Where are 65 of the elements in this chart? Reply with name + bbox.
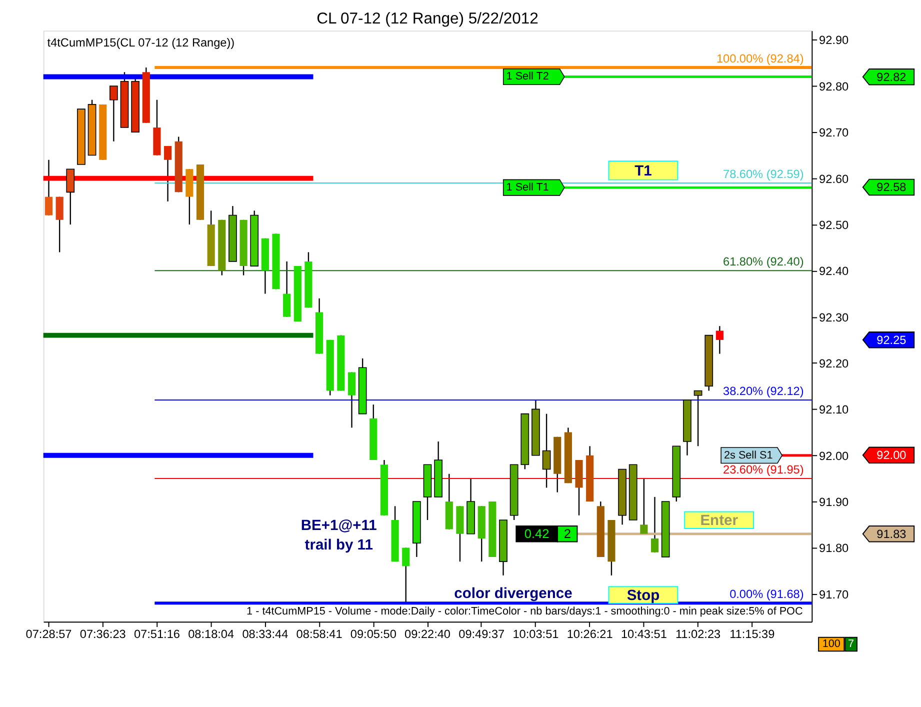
x-tick-label: 08:18:04 [188, 626, 234, 641]
ref-line-label: 1 Sell T2 [506, 70, 549, 83]
y-tick-label: 91.90 [819, 494, 850, 509]
y-tick-label: 92.00 [819, 448, 850, 463]
y-tick-label: 92.80 [819, 79, 850, 94]
ref-line-label: 2s Sell S1 [724, 449, 773, 462]
text: 92.00 [876, 448, 907, 462]
ref-line-label: 38.20% (92.12) [723, 384, 804, 398]
candlestick [283, 260, 291, 318]
candlestick [56, 196, 64, 253]
y-tick-label: 92.40 [819, 264, 850, 278]
y-tick-label: 92.70 [819, 126, 850, 140]
x-tick-label: 11:02:23 [675, 626, 722, 641]
candlestick [402, 547, 410, 604]
annotation: 2 [564, 526, 571, 541]
x-tick-label: 09:05:50 [350, 626, 397, 641]
ref-line-label: 0.00% (91.68) [730, 587, 804, 602]
annotation: trail by 11 [304, 538, 373, 554]
ref-line-label: 61.80% (92.40) [723, 254, 804, 269]
candlestick [66, 168, 75, 226]
text: 91.83 [876, 526, 907, 541]
annotation: 1 - t4tCumMP15 - Volume - mode:Daily - color:TimeColor - nb bars/days:1 - smoothing:0 - min peak size:5% of POC [246, 606, 803, 618]
y-tick-label: 92.90 [819, 33, 850, 48]
annotation: t4tCumMP15(CL 07-12 (12 Range)) [47, 35, 235, 50]
ref-line-label: 100.00% (92.84) [716, 52, 804, 66]
annotation: T1 [634, 163, 652, 180]
annotation: BE+1@+11 [300, 518, 377, 534]
ref-line-label: 23.60% (91.95) [723, 462, 804, 477]
y-tick-label: 92.10 [819, 402, 850, 417]
x-tick-label: 07:28:57 [26, 626, 72, 641]
x-tick-label: 09:22:40 [404, 626, 451, 641]
candlestick [164, 145, 172, 202]
y-tick-label: 91.70 [819, 587, 850, 602]
x-tick-label: 11:15:39 [730, 626, 776, 641]
x-tick-label: 07:36:23 [80, 626, 126, 641]
candlestick [348, 372, 356, 428]
y-tick-label: 92.30 [819, 310, 850, 324]
text: 92.82 [876, 70, 906, 84]
candlestick [110, 85, 118, 142]
ref-line-label: 78.60% (92.59) [723, 167, 804, 182]
y-tick-label: 92.20 [819, 356, 850, 370]
text: 92.25 [876, 332, 907, 347]
candlestick [44, 159, 53, 216]
annotation: Enter [700, 513, 738, 530]
candlestick [650, 496, 659, 553]
x-tick-label: 10:43:51 [620, 626, 667, 641]
x-tick-label: 07:51:16 [134, 626, 180, 641]
chart-title: CL 07-12 (12 Range) 5/22/2012 [316, 10, 538, 28]
x-tick-label: 09:49:37 [458, 626, 505, 641]
y-tick-label: 92.50 [819, 218, 850, 232]
x-tick-label: 08:33:44 [242, 626, 289, 641]
candlestick [716, 325, 724, 354]
x-tick-label: 08:58:41 [296, 626, 342, 641]
annotation: Stop [626, 588, 660, 604]
x-tick-label: 10:03:51 [512, 626, 559, 641]
ref-line-label: 1 Sell T1 [506, 182, 549, 194]
candlestick [694, 390, 702, 447]
text: 7 [848, 638, 854, 650]
text: 92.58 [876, 180, 907, 194]
y-tick-label: 92.60 [819, 172, 850, 186]
candlestick [542, 413, 551, 488]
x-tick-label: 10:26:21 [566, 626, 613, 641]
candlestick [640, 478, 648, 534]
y-tick-label: 91.80 [819, 541, 850, 556]
annotation: color divergence [454, 586, 572, 602]
